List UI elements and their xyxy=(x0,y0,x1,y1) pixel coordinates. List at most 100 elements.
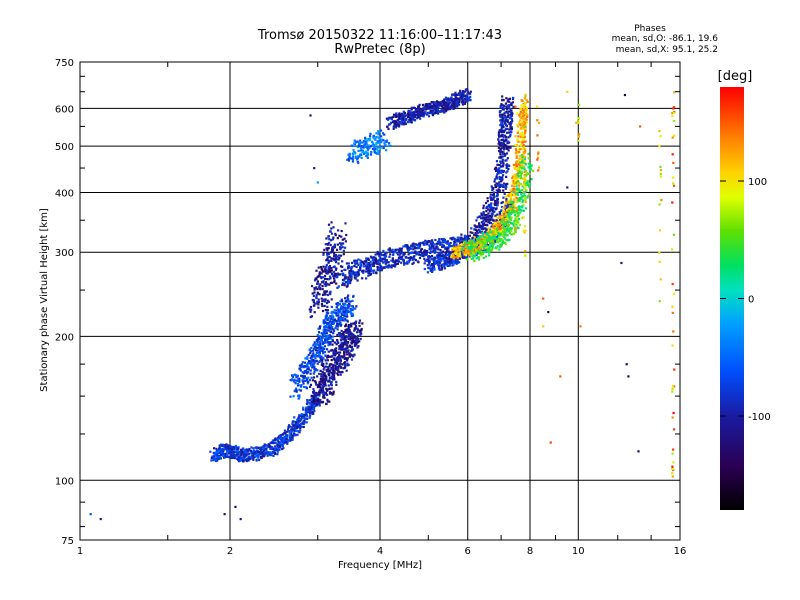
echo-point xyxy=(210,459,213,462)
echo-point xyxy=(400,119,403,122)
echo-point xyxy=(348,355,352,358)
echo-point xyxy=(413,119,416,122)
echo-point xyxy=(344,340,347,343)
echo-point xyxy=(316,375,319,378)
echo-point xyxy=(503,147,506,150)
echo-point xyxy=(500,220,503,223)
echo-point xyxy=(329,243,332,247)
echo-point xyxy=(334,274,338,278)
echo-point xyxy=(333,361,337,364)
echo-point xyxy=(396,262,399,265)
echo-point xyxy=(339,338,343,341)
echo-point xyxy=(347,306,350,309)
echo-point xyxy=(479,225,483,228)
echo-point xyxy=(425,258,429,261)
echo-point xyxy=(328,283,331,286)
echo-point xyxy=(338,332,341,335)
echo-point xyxy=(312,404,316,407)
echo-point xyxy=(491,215,494,218)
echo-point xyxy=(224,452,227,456)
echo-point xyxy=(492,191,496,194)
echo-point xyxy=(530,178,533,181)
echo-point xyxy=(225,443,228,446)
echo-point xyxy=(509,193,512,196)
echo-point xyxy=(505,166,508,170)
echo-point xyxy=(391,249,394,252)
echo-point xyxy=(276,443,280,446)
echo-point xyxy=(470,227,473,230)
echo-point xyxy=(333,277,336,280)
echo-point xyxy=(401,117,404,120)
echo-point xyxy=(296,419,300,422)
echo-point xyxy=(292,380,295,383)
echo-point xyxy=(307,371,310,374)
echo-point xyxy=(400,113,403,116)
echo-point xyxy=(436,240,440,243)
echo-point xyxy=(232,452,235,455)
echo-point xyxy=(521,185,524,188)
echo-point xyxy=(303,419,306,423)
echo-point xyxy=(324,332,327,335)
echo-point xyxy=(379,267,382,270)
echo-point xyxy=(522,204,525,207)
echo-point xyxy=(317,303,320,306)
echo-point xyxy=(312,390,316,393)
echo-point xyxy=(493,241,497,244)
echo-point xyxy=(334,360,338,363)
echo-point xyxy=(328,343,332,346)
echo-point xyxy=(514,212,517,215)
echo-point xyxy=(498,169,501,172)
echo-point xyxy=(501,234,504,237)
echo-point xyxy=(469,231,472,234)
echo-point xyxy=(433,112,436,115)
echo-point xyxy=(354,277,357,280)
echo-point xyxy=(321,352,325,355)
echo-point xyxy=(446,240,449,243)
echo-point xyxy=(280,433,283,437)
echo-point xyxy=(502,139,505,142)
echo-point xyxy=(527,152,530,155)
echo-point xyxy=(395,112,398,115)
echo-point xyxy=(350,312,353,316)
echo-point xyxy=(332,226,335,229)
echo-point xyxy=(518,115,522,118)
echo-point xyxy=(321,371,324,374)
echo-point xyxy=(499,227,502,230)
echo-point xyxy=(320,297,323,300)
echo-point xyxy=(502,143,505,147)
echo-point xyxy=(283,429,287,432)
echo-point xyxy=(319,342,322,346)
echo-point xyxy=(502,216,505,219)
echo-point xyxy=(491,189,494,192)
echo-point xyxy=(437,104,440,107)
echo-point xyxy=(327,341,330,344)
echo-point xyxy=(522,209,525,213)
echo-point xyxy=(296,422,300,426)
echo-point xyxy=(423,107,426,110)
echo-point xyxy=(336,286,339,289)
echo-point xyxy=(353,264,356,268)
echo-point xyxy=(379,264,382,267)
echo-point xyxy=(347,300,350,303)
echo-point xyxy=(497,140,501,143)
echo-point xyxy=(496,237,499,240)
echo-point xyxy=(317,298,320,301)
echo-point xyxy=(241,456,244,459)
echo-point xyxy=(255,453,259,457)
echo-point xyxy=(243,455,246,458)
echo-point xyxy=(328,320,332,323)
echo-point xyxy=(509,188,512,191)
echo-point xyxy=(458,252,461,255)
echo-point xyxy=(340,269,343,273)
echo-point xyxy=(502,196,505,199)
echo-point xyxy=(336,340,339,343)
echo-point xyxy=(325,348,329,351)
echo-point xyxy=(490,239,493,242)
echo-point xyxy=(516,208,520,212)
echo-point xyxy=(340,323,343,326)
echo-point xyxy=(330,311,334,314)
echo-point xyxy=(369,268,373,271)
echo-point xyxy=(495,225,498,228)
echo-point xyxy=(496,203,499,207)
echo-point xyxy=(296,433,299,436)
